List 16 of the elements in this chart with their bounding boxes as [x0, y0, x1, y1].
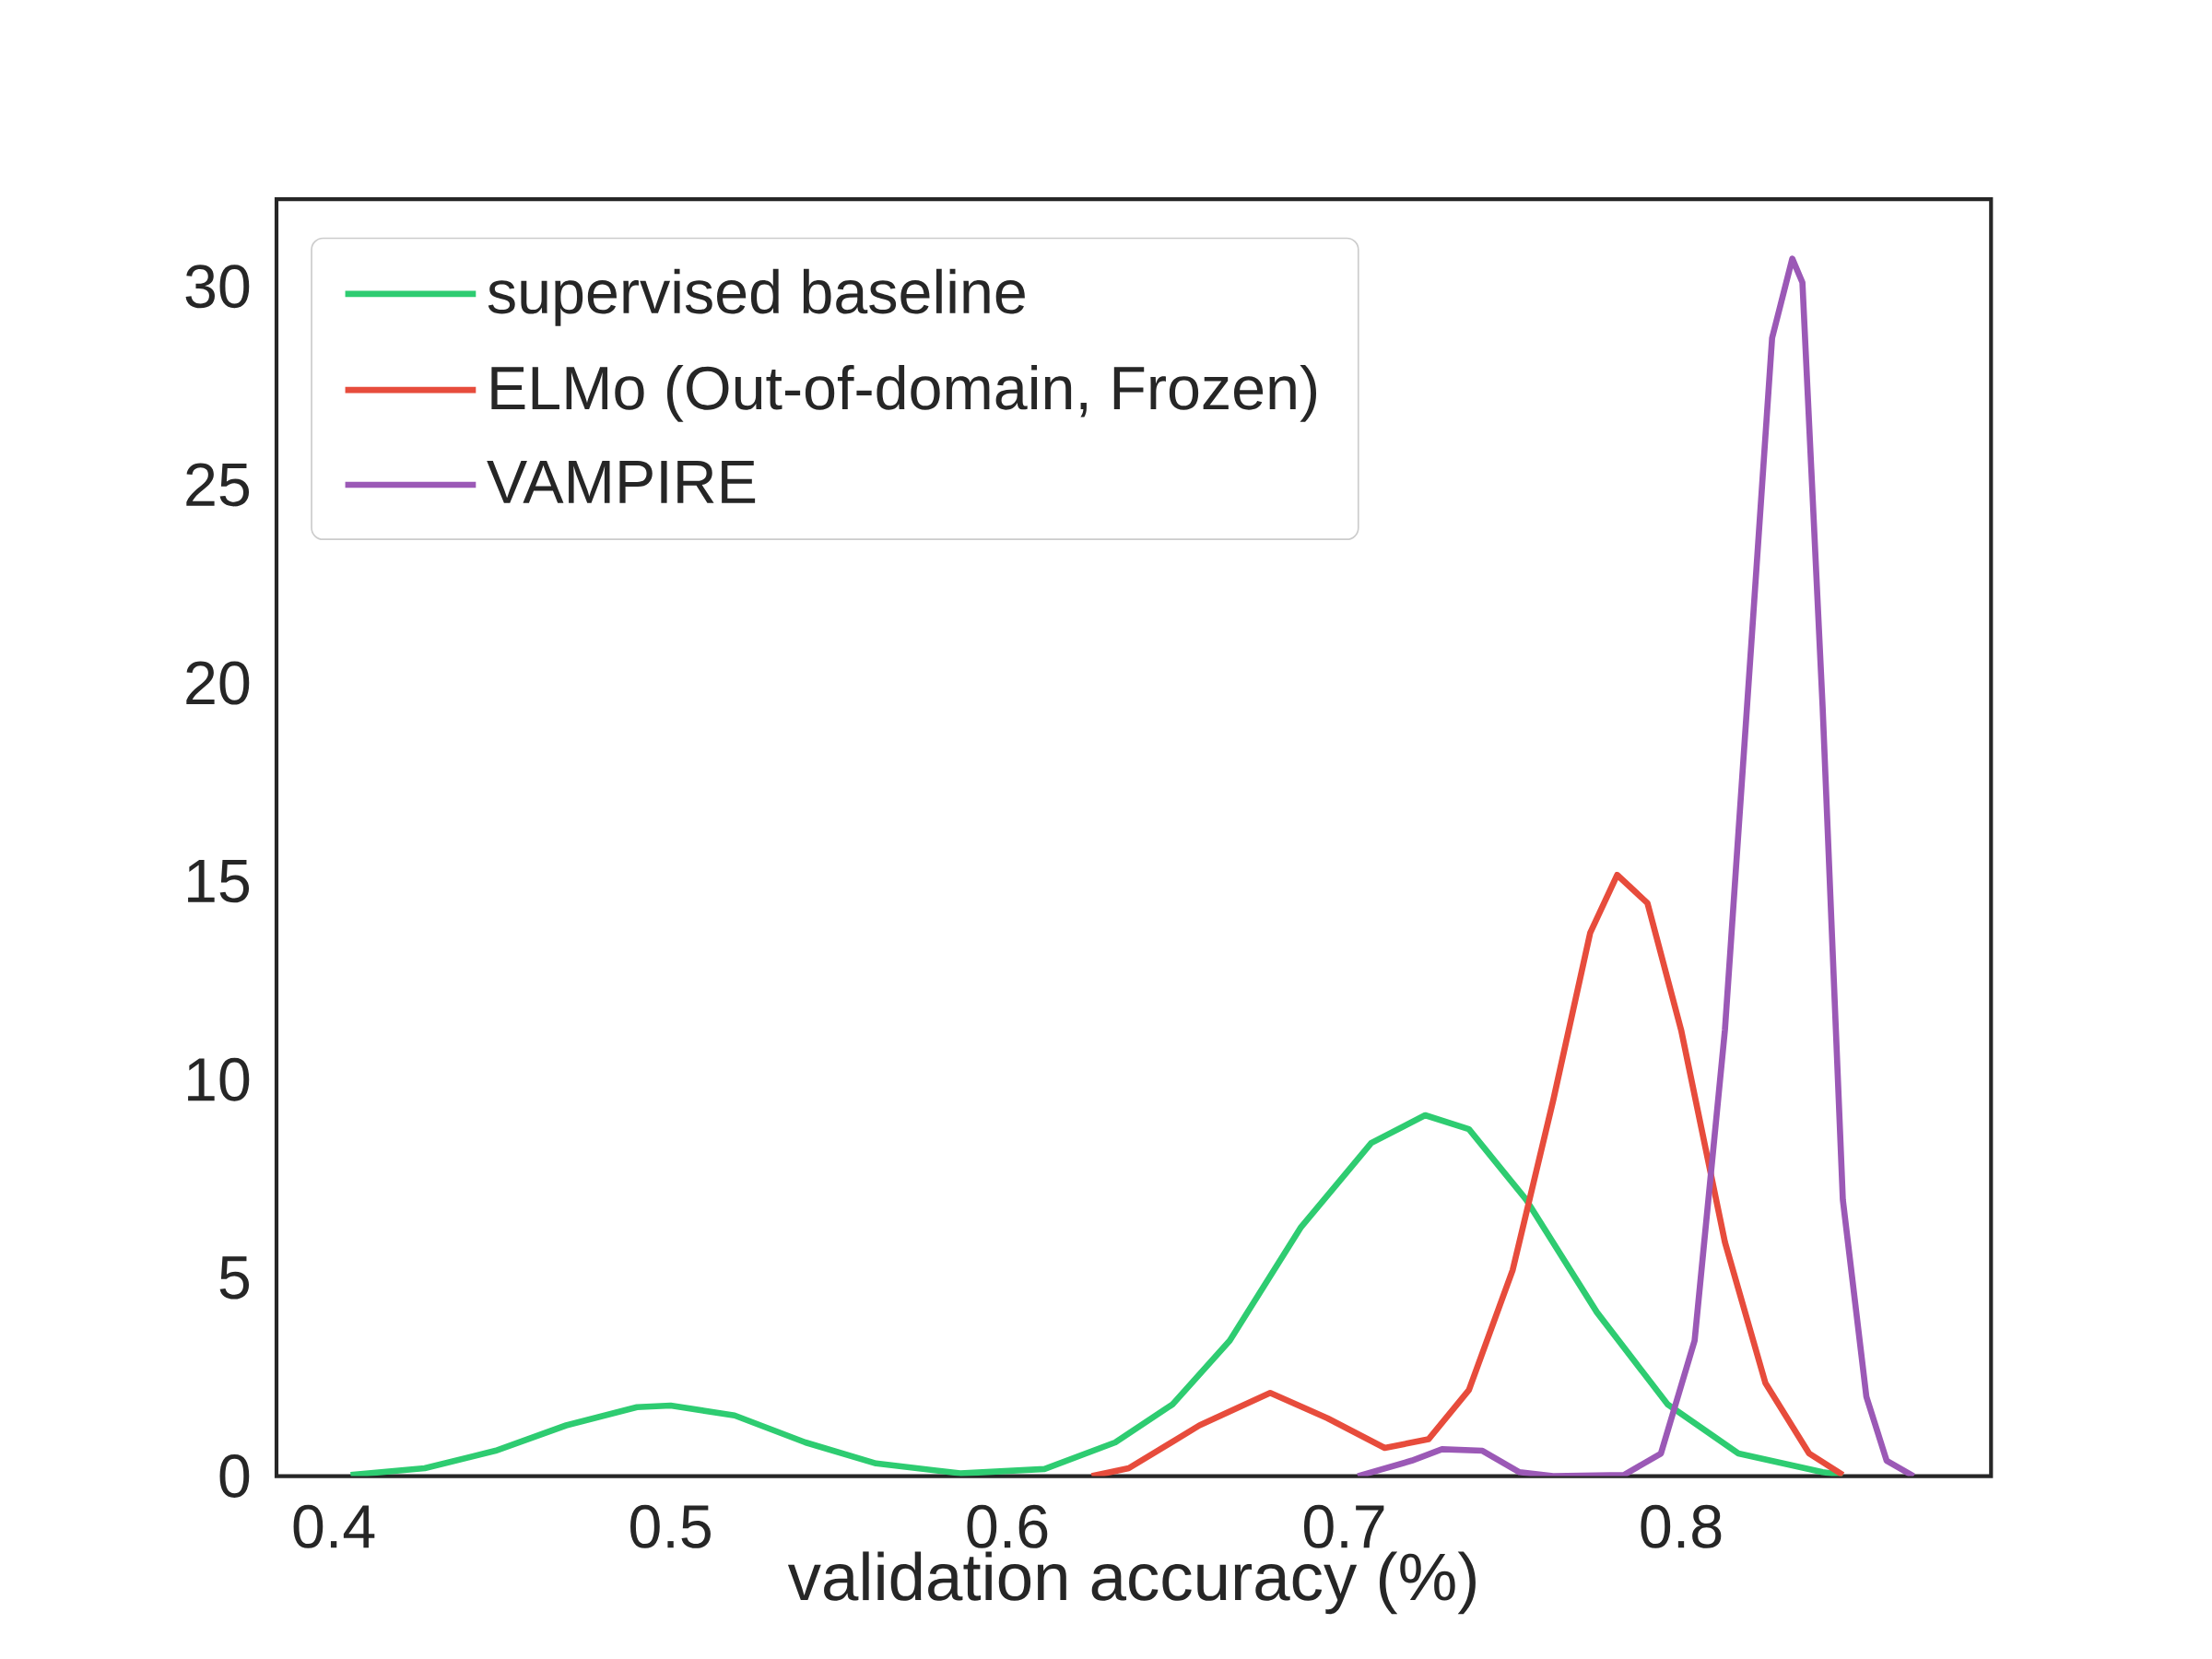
y-tick-label: 0	[219, 1454, 250, 1499]
y-tick-label: 25	[186, 463, 250, 507]
x-tick-label: 0.6	[967, 1504, 1048, 1548]
x-tick-label: 0.7	[1303, 1504, 1384, 1548]
y-tick-label: 5	[219, 1256, 250, 1300]
x-tick-label: 0.4	[293, 1504, 375, 1548]
x-tick-label: 0.8	[1641, 1504, 1722, 1548]
x-tick-label: 0.5	[630, 1504, 711, 1548]
y-tick-label: 10	[188, 1057, 250, 1101]
y-tick-label: 20	[186, 661, 250, 705]
legend-label: supervised baseline	[488, 268, 1025, 326]
legend-label: ELMo (Out-of-domain, Frozen)	[491, 364, 1316, 422]
x-axis-title: validation accuracy (%)	[787, 1551, 1476, 1615]
y-tick-label: 15	[188, 860, 250, 903]
legend-label: VAMPIRE	[487, 461, 756, 503]
y-tick-label: 30	[185, 265, 250, 309]
